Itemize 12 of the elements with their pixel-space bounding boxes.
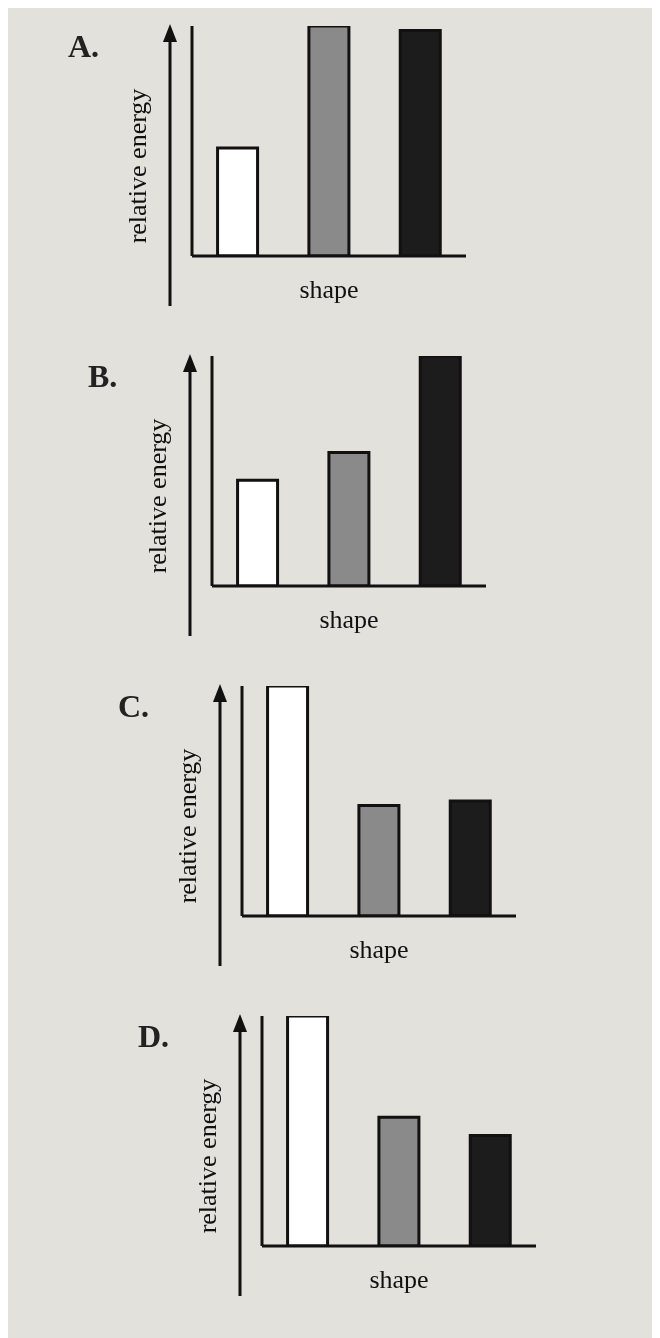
y-axis-title: relative energy — [123, 88, 153, 244]
chart-title: C. — [118, 688, 150, 725]
x-axis-title: shape — [349, 935, 409, 964]
chart-title: B. — [88, 358, 118, 395]
chart-title: A. — [68, 28, 100, 65]
y-axis-title: relative energy — [193, 1078, 223, 1234]
y-axis-title: relative energy — [173, 748, 203, 904]
x-axis-title: shape — [369, 1265, 429, 1294]
y-axis-title: relative energy — [143, 418, 173, 574]
chart-title: D. — [138, 1018, 170, 1055]
x-axis-title: shape — [299, 275, 359, 304]
x-axis-title: shape — [319, 605, 379, 634]
